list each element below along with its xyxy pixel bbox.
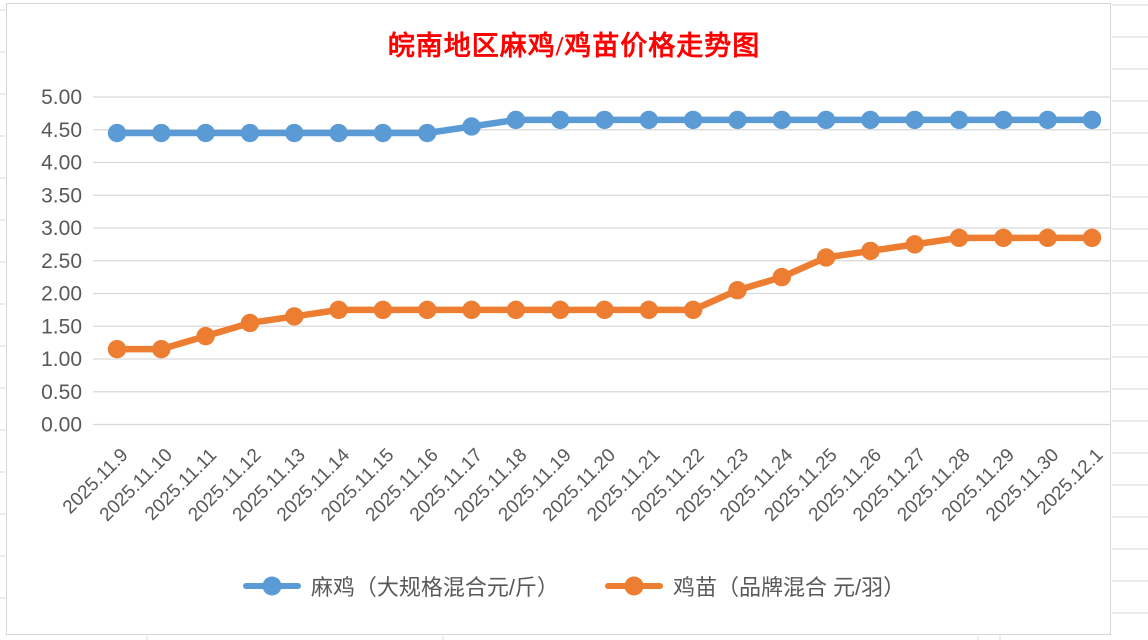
data-point <box>728 281 747 300</box>
y-axis-label: 4.00 <box>41 152 82 175</box>
y-axis-label: 2.00 <box>41 283 82 306</box>
data-point <box>373 123 393 143</box>
data-point <box>152 123 171 143</box>
data-point <box>240 123 260 143</box>
data-point <box>196 326 215 346</box>
blue-line-marker-icon <box>242 576 301 596</box>
y-axis-label: 1.50 <box>41 315 82 338</box>
data-point <box>152 339 171 359</box>
data-point <box>639 300 659 320</box>
data-point <box>728 110 747 130</box>
y-axis-label: 4.50 <box>41 119 82 142</box>
data-point <box>595 300 614 320</box>
data-point <box>595 110 614 130</box>
data-point <box>772 267 791 287</box>
data-point <box>329 123 348 143</box>
data-point <box>285 307 304 326</box>
data-point <box>1082 110 1102 130</box>
data-point <box>949 110 969 130</box>
legend-label-chicks: 鸡苗（品牌混合 元/羽） <box>672 575 906 600</box>
data-point <box>240 313 260 333</box>
legend-dot-icon <box>624 576 644 596</box>
data-point <box>506 300 526 320</box>
data-point <box>905 235 924 254</box>
data-point <box>506 110 526 130</box>
data-point <box>550 300 570 320</box>
data-point <box>373 300 393 320</box>
data-point <box>462 300 481 320</box>
data-point <box>772 110 791 130</box>
data-point <box>861 110 880 130</box>
orange-line-marker-icon <box>604 576 663 596</box>
data-point <box>418 123 437 143</box>
data-point <box>639 110 659 130</box>
data-point <box>1038 110 1057 130</box>
data-point <box>107 123 127 143</box>
data-point <box>1082 228 1102 248</box>
data-point <box>994 110 1013 130</box>
y-axis-label: 2.50 <box>41 250 82 273</box>
legend-dot-icon <box>262 576 282 596</box>
data-point <box>550 110 570 130</box>
legend-item-majichicken: 麻鸡（大规格混合元/斤） <box>242 570 559 602</box>
y-axis-label: 3.50 <box>41 184 82 207</box>
data-point <box>196 123 215 143</box>
data-point <box>683 110 703 130</box>
chart-frame <box>6 3 1111 635</box>
data-point <box>683 300 703 320</box>
data-point <box>949 228 969 248</box>
data-point <box>418 300 437 320</box>
legend-item-chicks: 鸡苗（品牌混合 元/羽） <box>604 570 906 602</box>
data-point <box>816 110 836 130</box>
data-point <box>816 248 836 267</box>
data-point <box>861 241 880 261</box>
data-point <box>462 117 481 136</box>
legend-label-majichicken: 麻鸡（大规格混合元/斤） <box>310 575 559 600</box>
y-axis-label: 3.00 <box>41 217 82 240</box>
chart-legend: 麻鸡（大规格混合元/斤） 鸡苗（品牌混合 元/羽） <box>0 570 1148 602</box>
y-axis-label: 1.00 <box>41 348 82 371</box>
data-point <box>285 123 304 143</box>
y-axis-label: 0.00 <box>41 414 82 437</box>
y-axis-label: 5.00 <box>41 86 82 109</box>
data-point <box>329 300 348 320</box>
data-point <box>905 110 924 130</box>
chart-title: 皖南地区麻鸡/鸡苗价格走势图 <box>387 31 761 61</box>
data-point <box>1038 228 1057 248</box>
data-point <box>107 339 127 359</box>
data-point <box>994 228 1013 248</box>
y-axis-label: 0.50 <box>41 381 82 404</box>
